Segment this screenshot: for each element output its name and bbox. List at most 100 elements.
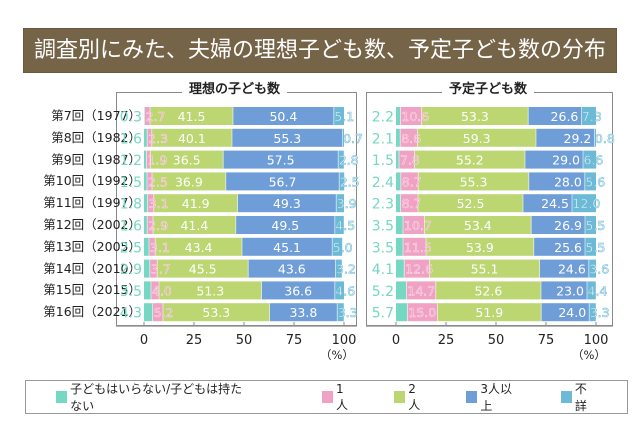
bar-segment-one (146, 150, 151, 169)
value-label-three-plus: 36.6 (284, 283, 312, 298)
bar-segment-one (149, 259, 158, 278)
x-tick-label: 50 (236, 333, 253, 348)
bar-segment-unknown (342, 128, 344, 147)
legend-item-none: 子どもはいらない/子どもは持たない (56, 380, 252, 414)
bar-segment-one (399, 150, 415, 169)
bar-segment-three-plus (225, 172, 340, 191)
value-label-unknown: 3.2 (336, 262, 356, 277)
value-label-none: 1.6 (120, 131, 142, 147)
bar-segment-three-plus (528, 172, 585, 191)
bar-segment-unknown (585, 237, 596, 256)
bar-segment-three-plus (242, 237, 333, 256)
row-label: 第8回（1982） (51, 129, 141, 145)
bar-segment-two (151, 128, 232, 147)
bar-segment-two (417, 128, 536, 147)
value-label-two: 53.3 (461, 109, 489, 124)
bar-segment-three-plus (533, 237, 585, 256)
value-label-none: 1.6 (120, 219, 142, 235)
bar-segment-one (147, 194, 154, 213)
value-label-one: 5.2 (154, 305, 174, 320)
bar-segment-none (396, 216, 403, 234)
value-label-none: 1.8 (120, 197, 142, 213)
bar-segment-one (400, 194, 418, 213)
row-label: 第16回（2021） (43, 304, 141, 320)
bar-segment-unknown (587, 281, 596, 300)
bar-segment-none (144, 128, 148, 147)
legend-swatch-unknown (560, 391, 572, 403)
bar-segment-three-plus (223, 150, 339, 169)
bar-segment-one (406, 281, 436, 300)
value-label-three-plus: 29.0 (552, 153, 580, 168)
x-tick-label: 0 (140, 333, 148, 348)
bar-segment-unknown (572, 194, 596, 213)
bar-segment-one (404, 259, 430, 278)
bar-segment-unknown (335, 259, 342, 278)
chart-title-banner: 調査別にみた、夫婦の理想子ども数、予定子ども数の分布 (23, 28, 617, 73)
legend-swatch-one (321, 391, 334, 403)
bar-segment-two (152, 172, 226, 191)
bar-segment-none (396, 303, 408, 322)
bar-segment-three-plus (528, 107, 582, 125)
value-label-one: 2.9 (148, 218, 168, 233)
value-label-unknown: 3.9 (337, 196, 357, 211)
value-label-two: 45.5 (189, 262, 217, 277)
value-label-unknown: 4.4 (588, 283, 608, 298)
value-label-two: 53.3 (202, 305, 230, 320)
value-label-one: 10.7 (404, 218, 432, 233)
bar-segment-two (429, 259, 540, 278)
bar-segment-three-plus (541, 281, 587, 300)
bar-segment-two (153, 194, 238, 213)
value-label-three-plus: 50.4 (269, 109, 297, 124)
bar-segment-two (421, 107, 529, 125)
value-label-three-plus: 26.6 (551, 109, 579, 124)
bar-segment-two (163, 303, 270, 322)
bar-segment-three-plus (248, 259, 336, 278)
bar-segment-unknown (584, 172, 596, 191)
value-label-two: 41.5 (178, 109, 206, 124)
legend-swatch-three-plus (466, 391, 478, 403)
x-tick-label: 100 (584, 333, 609, 348)
value-label-none: 3.5 (120, 284, 142, 300)
value-label-none: 4.1 (372, 262, 394, 278)
bar-segment-unknown (588, 259, 596, 278)
bar-segment-one (147, 216, 153, 234)
value-label-one: 11.5 (404, 240, 432, 255)
bar-segment-three-plus (531, 216, 585, 234)
value-label-one: 10.6 (401, 109, 429, 124)
row-label: 第11回（1997） (43, 195, 141, 211)
x-tick-label: 50 (488, 333, 505, 348)
row-label: 第13回（2005） (43, 238, 141, 254)
bar-segment-three-plus (525, 150, 583, 169)
value-label-two: 55.1 (471, 262, 499, 277)
bar-segment-unknown (583, 150, 597, 169)
value-label-two: 52.6 (474, 283, 502, 298)
bar-segment-unknown (585, 216, 596, 234)
value-label-two: 40.1 (178, 131, 206, 146)
row-label: 第10回（1992） (43, 173, 141, 189)
bar-segment-three-plus (235, 216, 335, 234)
value-label-none: 1.2 (120, 153, 142, 169)
value-label-unknown: 3.3 (338, 305, 358, 320)
value-label-none: 3.5 (372, 219, 394, 235)
value-label-none: 5.7 (372, 306, 394, 322)
value-label-one: 8.7 (402, 196, 422, 211)
bar-segment-two (159, 281, 262, 300)
legend: 子どもはいらない/子どもは持たない 1人 2人 3人以上 不詳 (25, 380, 628, 414)
value-label-three-plus: 45.1 (273, 240, 301, 255)
bar-segment-one (403, 216, 425, 234)
bar-segment-three-plus (269, 303, 338, 322)
legend-item-two: 2人 (394, 382, 426, 413)
bar-segment-one (149, 237, 156, 256)
bar-segment-unknown (337, 303, 344, 322)
bar-segment-none (144, 303, 153, 322)
value-label-none: 2.4 (372, 175, 394, 191)
value-label-two: 51.9 (475, 305, 503, 320)
bar-segment-one (144, 107, 150, 125)
bar-segment-unknown (336, 194, 344, 213)
value-label-two: 55.2 (456, 153, 484, 168)
bar-segment-none (144, 216, 148, 234)
value-label-one: 2.3 (148, 131, 168, 146)
row-label: 第14回（2010） (43, 260, 141, 276)
value-label-unknown: 3.3 (590, 305, 610, 320)
